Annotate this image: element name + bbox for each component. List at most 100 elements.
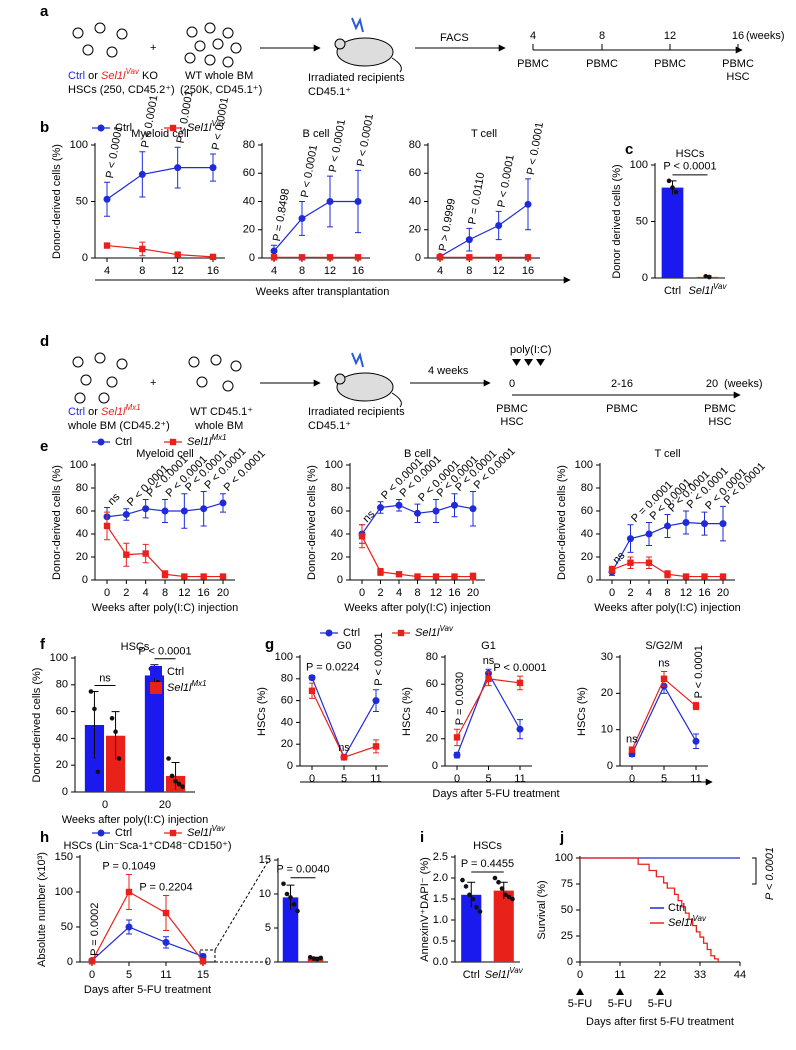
y-tick-label: 0 (432, 760, 438, 772)
y-tick-label: 60 (76, 505, 88, 517)
x-tick-label: 11 (514, 773, 525, 785)
chart-title: T cell (471, 128, 497, 140)
legend-marker (169, 124, 177, 132)
schematic-a: a + Ctrl or Sel1lVav KO HSCs (250, CD45.… (40, 3, 785, 98)
label-sup: Vav (713, 282, 727, 291)
annotation: P < 0.0001 (299, 144, 320, 199)
y-axis-label: Survival (%) (536, 880, 548, 939)
point (692, 737, 700, 745)
point (414, 509, 421, 517)
unit: (weeks) (746, 30, 785, 42)
x-tick-label: 0 (104, 587, 110, 599)
y-tick-label: 100 (50, 652, 68, 664)
x-tick-label: 4 (437, 265, 443, 277)
x-tick-label: 5 (126, 969, 132, 981)
y-tick-label: 80 (76, 482, 88, 494)
point (354, 198, 362, 205)
legend-marker (97, 438, 105, 446)
label: Ctrl (343, 627, 360, 639)
x-tick-label: 8 (664, 587, 670, 599)
chart-title: S/G2/M (645, 640, 682, 652)
point (469, 505, 477, 513)
data-point (113, 729, 118, 734)
legend-marker (169, 829, 177, 837)
y-tick-label: 40 (581, 528, 593, 540)
axis (579, 856, 740, 963)
sample: HSC (500, 416, 523, 428)
chart-title: B cell (303, 128, 330, 140)
label-text: Sel1l (415, 627, 440, 639)
x-tick-label: 0 (309, 773, 315, 785)
y-tick-label: 80 (331, 482, 343, 494)
x-tick-label: 12 (680, 587, 692, 599)
y-tick-label: 0.0 (433, 956, 448, 968)
y-axis-label: Donor-derived cells (%) (306, 465, 318, 580)
x-tick-label: 4 (271, 265, 277, 277)
label-text: Sel1l (689, 285, 714, 297)
y-tick-label: 20 (281, 738, 293, 750)
donor-detail: HSCs (250, CD45.2⁺) (68, 84, 175, 96)
data-point (288, 895, 293, 900)
x-tick-label: 12 (172, 265, 184, 277)
label-sup: Vav (211, 824, 225, 833)
donor-label: Ctrl or Sel1lMx1 (68, 403, 141, 418)
x-tick-label: 16 (698, 587, 710, 599)
x-axis-label: Weeks after transplantation (256, 286, 390, 298)
y-axis-label: AnnexinV⁺DAPI⁻ (%) (419, 857, 431, 962)
annotation: P < 0.0001 (139, 94, 160, 149)
y-tick-label: 1.0 (433, 914, 448, 926)
bar (661, 187, 684, 278)
label: Sel1lVav (668, 914, 707, 929)
y-tick-label: 80 (56, 679, 68, 691)
x-tick-label: 5 (661, 773, 667, 785)
point (270, 247, 278, 255)
chart-title: Myeloid cell (136, 448, 193, 460)
chart-title: T cell (654, 448, 680, 460)
y-tick-label: 1.5 (433, 893, 448, 905)
data-point (291, 901, 297, 907)
point (125, 923, 133, 931)
label: Ctrl (668, 902, 685, 914)
label-text: Sel1l (668, 917, 693, 929)
time: 20 (706, 378, 718, 390)
x-tick-label: 16 (198, 587, 210, 599)
panel-letter: e (40, 438, 48, 455)
recipient-marker: CD45.1⁺ (308, 420, 351, 432)
chart-title: HSCs (121, 641, 150, 653)
point (469, 573, 477, 580)
y-axis-label: HSCs (%) (256, 687, 268, 736)
y-tick-label: 100 (70, 139, 88, 151)
x-axis-label: Days after 5-FU treatment (432, 788, 559, 800)
panel-letter: i (420, 829, 424, 846)
y-tick-label: 100 (70, 459, 88, 471)
bar (461, 894, 482, 962)
label-text: Ctrl (463, 969, 480, 981)
label-text: Ctrl (115, 436, 132, 448)
data-point (496, 879, 501, 885)
series-line (106, 525, 223, 578)
point (139, 245, 146, 253)
point (627, 535, 634, 543)
chart-title: HSCs (676, 148, 705, 160)
data-point (706, 274, 712, 280)
point (377, 504, 384, 512)
point (219, 499, 227, 507)
significance-bracket (752, 857, 757, 885)
series-line (106, 244, 214, 258)
point (436, 254, 444, 261)
sample: HSC (708, 416, 731, 428)
point (453, 734, 461, 741)
label-sup: Vav (509, 966, 523, 975)
legend-marker (97, 829, 105, 837)
mouse-icon (334, 352, 402, 408)
point (181, 573, 188, 580)
y-tick-label: 40 (56, 732, 68, 744)
x-tick-label: 16 (207, 265, 219, 277)
x-tick-label: 12 (178, 587, 190, 599)
x-tick-label: 4 (646, 587, 652, 599)
point (516, 679, 524, 687)
plus: + (150, 42, 156, 54)
legend-marker (397, 629, 405, 637)
y-tick-label: 20 (409, 224, 421, 236)
label-text: Ctrl (115, 827, 132, 839)
